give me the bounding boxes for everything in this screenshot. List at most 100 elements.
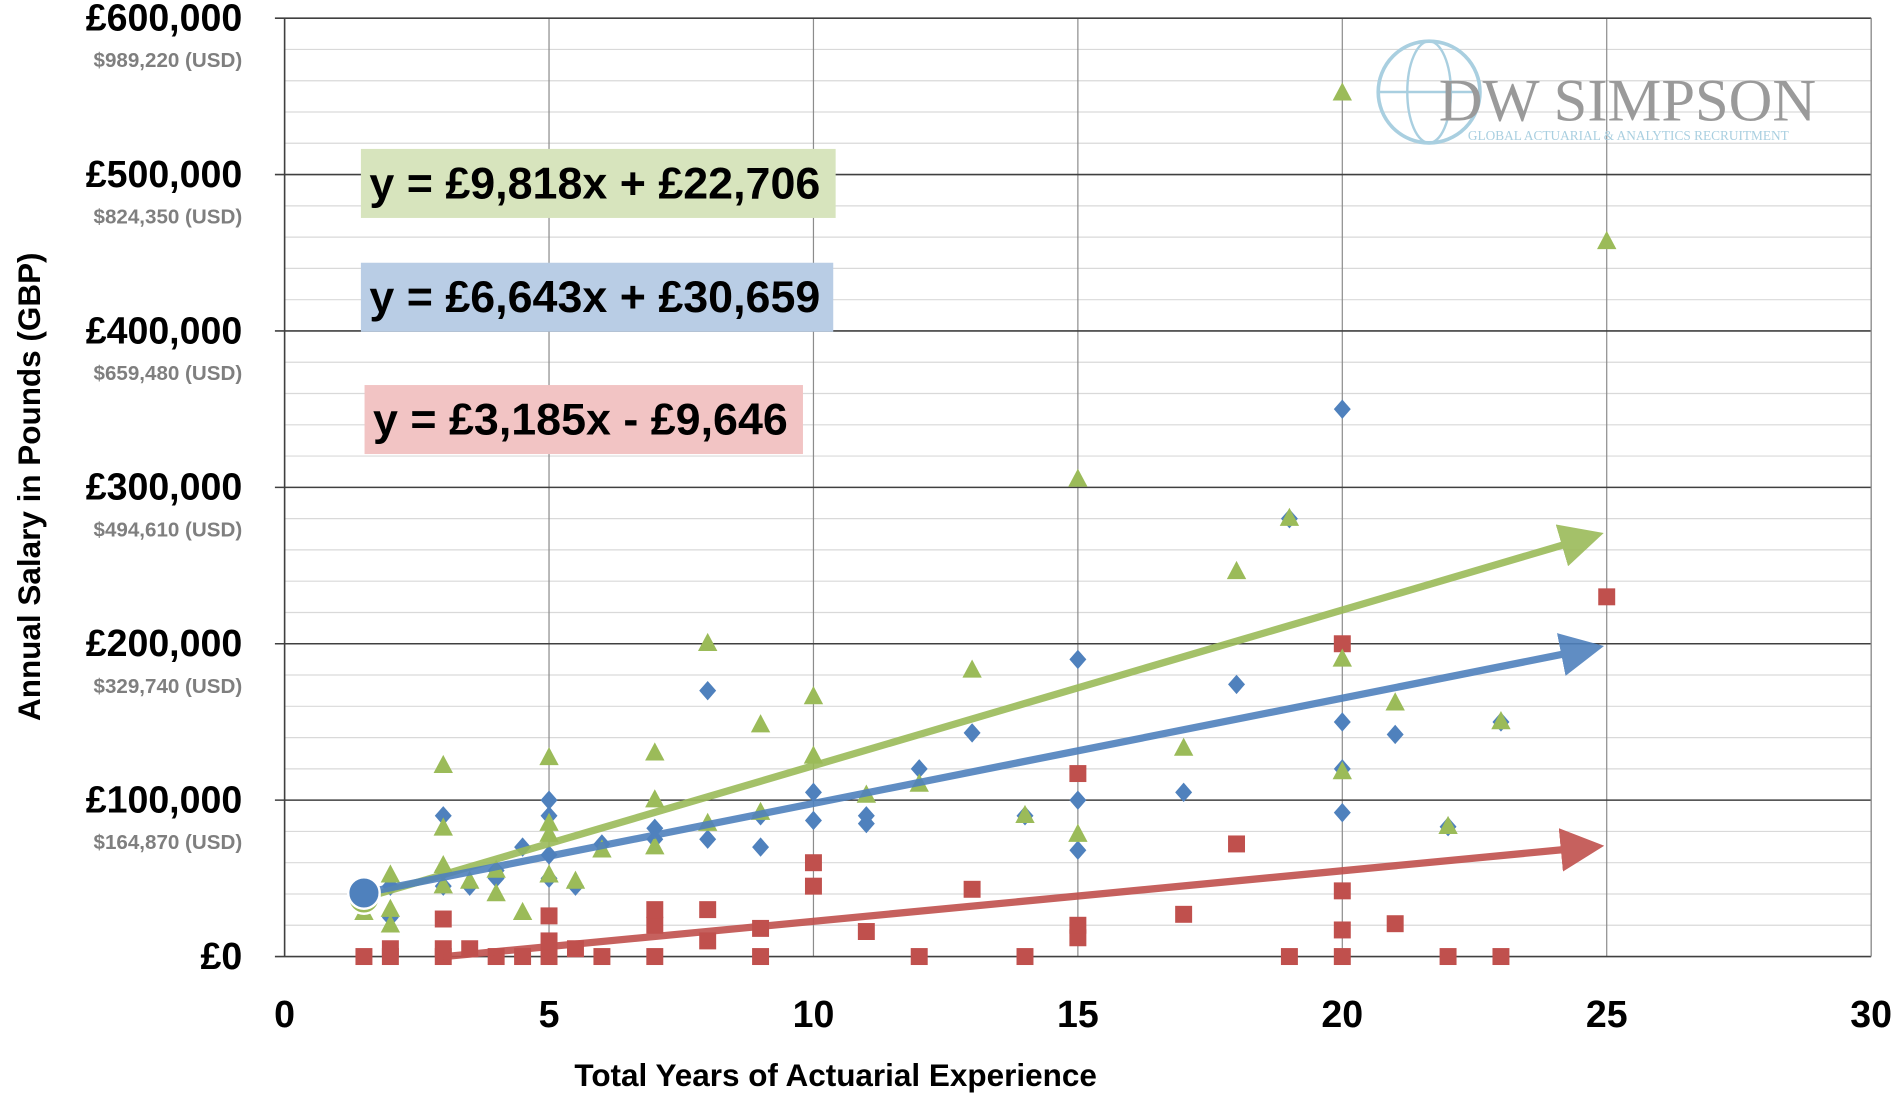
diamond-marker <box>699 680 717 701</box>
square-marker <box>857 923 875 940</box>
triangle-marker <box>1332 761 1352 780</box>
square-marker <box>593 948 611 966</box>
diamond-marker <box>1333 802 1351 823</box>
diamond-marker <box>1069 649 1087 670</box>
trend-start <box>346 876 381 910</box>
y-axis-title: Annual Salary in Pounds (GBP) <box>12 252 47 721</box>
triangle-marker <box>433 875 453 894</box>
square-marker <box>910 948 928 966</box>
diamond-marker <box>752 837 770 857</box>
triangle-marker <box>1491 711 1511 730</box>
triangle-marker <box>697 632 718 652</box>
diamond-marker <box>963 723 981 743</box>
y-tick-sublabel: $659,480 (USD) <box>93 362 242 385</box>
square-marker <box>1228 835 1246 853</box>
square-marker <box>1386 915 1404 933</box>
x-tick-label: 5 <box>539 993 560 1035</box>
square-marker <box>1069 765 1087 783</box>
triangle-marker <box>380 864 401 883</box>
x-axis-title: Total Years of Actuarial Experience <box>574 1058 1096 1093</box>
y-tick-sublabel: $494,610 (USD) <box>93 518 242 541</box>
triangle-marker <box>645 836 665 855</box>
triangle-marker <box>380 914 401 933</box>
trend-line <box>363 633 1605 897</box>
diamond-marker <box>1069 840 1087 860</box>
equation-box <box>364 385 803 455</box>
triangle-marker <box>1597 230 1617 250</box>
y-tick-label: £300,000 <box>86 466 243 508</box>
plot-area <box>274 17 1872 958</box>
equation-label: y = £9,818x + £22,706 <box>369 158 820 208</box>
triangle-marker <box>539 823 559 842</box>
triangle-marker <box>433 854 453 874</box>
square-marker <box>804 854 822 872</box>
x-tick-label: 20 <box>1321 993 1363 1035</box>
square-marker <box>1333 948 1351 966</box>
square-marker <box>540 907 558 925</box>
diamond-marker <box>1069 790 1087 810</box>
triangle-marker <box>1332 82 1352 101</box>
triangle-marker <box>1332 648 1352 667</box>
equation-box <box>360 148 836 218</box>
equation-label: y = £3,185x - £9,646 <box>373 394 788 444</box>
diamond-marker <box>1333 712 1351 732</box>
diamond-marker <box>804 782 822 803</box>
square-marker <box>1439 948 1457 966</box>
x-tick-label: 30 <box>1850 993 1892 1035</box>
equation-label: y = £6,643x + £30,659 <box>369 272 820 322</box>
trend-line <box>442 828 1605 961</box>
triangle-marker <box>565 870 586 889</box>
logo-tagline: GLOBAL ACTUARIAL & ANALYTICS RECRUITMENT <box>1468 128 1789 143</box>
triangle-marker <box>1226 560 1247 580</box>
triangle-marker <box>460 870 480 889</box>
x-tick-label: 15 <box>1057 993 1099 1035</box>
diamond-marker <box>1386 724 1404 745</box>
square-marker <box>355 948 373 966</box>
y-tick-label: £0 <box>200 935 242 977</box>
y-tick-sublabel: $329,740 (USD) <box>93 675 242 698</box>
logo: DW SIMPSON GLOBAL ACTUARIAL & ANALYTICS … <box>1376 39 1816 145</box>
square-marker <box>646 916 664 934</box>
equation-box <box>360 262 834 332</box>
diamond-marker <box>804 810 822 831</box>
square-marker <box>1598 588 1616 606</box>
square-marker <box>1333 882 1351 900</box>
square-marker <box>699 932 717 950</box>
triangle-marker <box>486 883 506 902</box>
triangle-marker <box>1015 804 1035 824</box>
square-marker <box>1069 916 1087 934</box>
triangle-marker <box>803 686 824 705</box>
diamond-marker <box>910 759 928 779</box>
square-marker <box>434 910 452 928</box>
triangle-marker <box>539 747 559 766</box>
square-marker <box>540 948 558 966</box>
triangle-marker <box>1279 507 1300 526</box>
triangle-marker <box>1068 823 1088 842</box>
trend-line <box>362 524 1604 902</box>
x-tick-label: 25 <box>1586 993 1628 1035</box>
diamond-marker <box>1175 782 1193 803</box>
diamond-marker <box>1228 674 1246 695</box>
triangle-marker <box>539 864 559 883</box>
y-tick-label: £600,000 <box>86 0 243 38</box>
y-tick-sublabel: $989,220 (USD) <box>93 49 242 72</box>
square-marker <box>963 880 981 898</box>
y-tick-label: £500,000 <box>86 153 243 195</box>
triangle-marker <box>433 754 453 774</box>
square-marker <box>381 940 399 958</box>
diamond-marker <box>540 790 558 810</box>
diamond-marker <box>857 806 875 826</box>
diamond-marker <box>1333 399 1351 419</box>
square-marker <box>1175 905 1193 923</box>
square-marker <box>1333 921 1351 939</box>
triangle-marker <box>512 901 533 921</box>
square-marker <box>1333 635 1351 653</box>
triangle-marker <box>1068 468 1088 487</box>
square-marker <box>752 948 770 966</box>
square-marker <box>699 901 717 919</box>
y-tick-label: £400,000 <box>86 309 243 351</box>
triangle-marker <box>962 659 982 678</box>
triangle-marker <box>539 812 559 831</box>
square-marker <box>1280 948 1298 966</box>
diamond-marker <box>699 829 717 849</box>
